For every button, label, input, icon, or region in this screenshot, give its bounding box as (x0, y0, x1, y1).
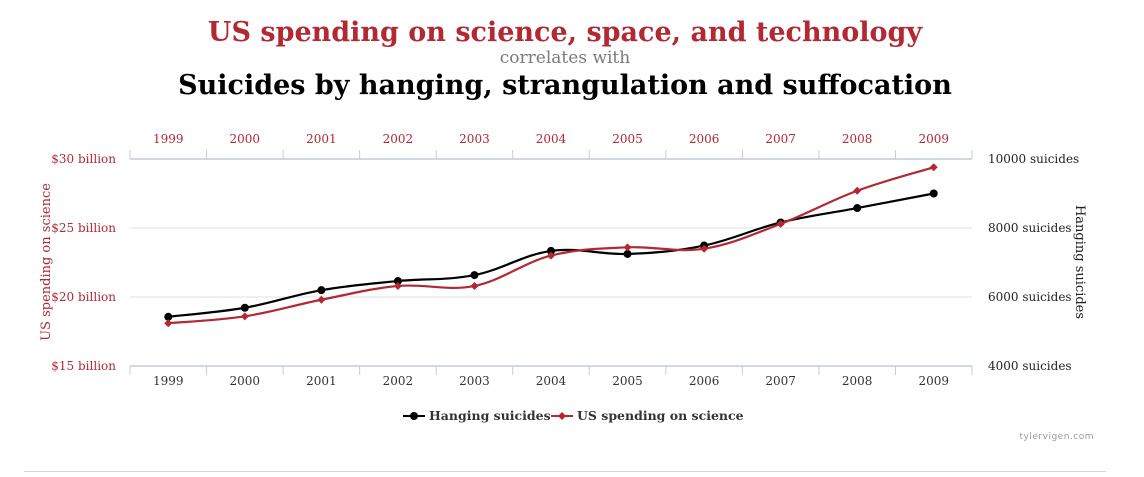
x-tick-label: 2002 (383, 374, 414, 388)
x-top-tick-label: 2006 (689, 132, 720, 146)
us-spending-on-science-point (317, 295, 326, 304)
x-top-tick-label: 2005 (612, 132, 643, 146)
us-spending-on-science-point (164, 319, 173, 328)
us-spending-on-science-point (240, 312, 249, 321)
x-top-tick-label: 1999 (153, 132, 184, 146)
legend-science-label: US spending on science (577, 408, 744, 423)
chart-title-secondary: Suicides by hanging, strangulation and s… (178, 70, 952, 101)
us-spending-on-science-point (547, 251, 555, 260)
y-right-tick-label: 10000 suicides (988, 152, 1079, 166)
y-right-tick-label: 6000 suicides (988, 290, 1072, 304)
x-top-tick-label: 2000 (230, 132, 261, 146)
hanging-suicides-point (623, 249, 632, 258)
x-top-tick-label: 2009 (918, 132, 949, 146)
chart-title-connector: correlates with (499, 48, 631, 68)
hanging-suicides-point (853, 204, 862, 213)
x-tick-label: 2006 (689, 374, 720, 388)
x-top-tick-label: 2003 (459, 132, 490, 146)
chart-title-primary: US spending on science, space, and techn… (207, 17, 923, 48)
hanging-suicides-point (393, 277, 402, 286)
hanging-suicides-point (164, 312, 173, 321)
us-spending-on-science-point (776, 219, 785, 228)
y-left-axis-title: US spending on science (39, 183, 54, 341)
us-spending-on-science-point (700, 244, 709, 253)
us-spending-on-science-point (393, 281, 402, 290)
x-tick-label: 2000 (230, 374, 261, 388)
y-right-tick-label: 8000 suicides (988, 221, 1072, 235)
x-top-tick-label: 2004 (536, 132, 567, 146)
x-tick-label: 2007 (765, 374, 796, 388)
hanging-suicides-point (317, 286, 326, 295)
y-right-axis-title: Hanging suicides (1072, 205, 1087, 319)
y-right-tick-label: 4000 suicides (988, 359, 1072, 373)
x-tick-label: 2009 (918, 374, 949, 388)
hanging-suicides-point (470, 271, 479, 280)
hanging-suicides-point (929, 189, 938, 198)
y-left-tick-label: $20 billion (51, 290, 116, 304)
x-top-tick-label: 2007 (765, 132, 796, 146)
legend-science-marker (558, 412, 566, 420)
credit-text[interactable]: tylervigen.com (1019, 432, 1094, 442)
y-left-tick-label: $30 billion (51, 152, 116, 166)
us-spending-on-science-point (853, 186, 862, 195)
x-tick-label: 2003 (459, 374, 490, 388)
x-tick-label: 2004 (536, 374, 567, 388)
hanging-suicides-point (240, 303, 249, 312)
x-top-tick-label: 2002 (383, 132, 414, 146)
y-left-tick-label: $15 billion (51, 359, 116, 373)
bottom-divider (24, 471, 1106, 472)
hanging-suicides-point (547, 246, 555, 255)
y-left-tick-label: $25 billion (51, 221, 116, 235)
legend-hanging-label: Hanging suicides (429, 408, 551, 423)
legend-hanging-marker (410, 412, 418, 420)
x-tick-label: 2008 (842, 374, 873, 388)
x-tick-label: 1999 (153, 374, 184, 388)
x-tick-label: 2001 (306, 374, 337, 388)
x-top-tick-label: 2008 (842, 132, 873, 146)
us-spending-on-science-point (929, 163, 938, 172)
us-spending-on-science-point (470, 281, 479, 290)
us-spending-on-science-point (623, 243, 632, 252)
x-top-tick-label: 2001 (306, 132, 337, 146)
x-tick-label: 2005 (612, 374, 643, 388)
